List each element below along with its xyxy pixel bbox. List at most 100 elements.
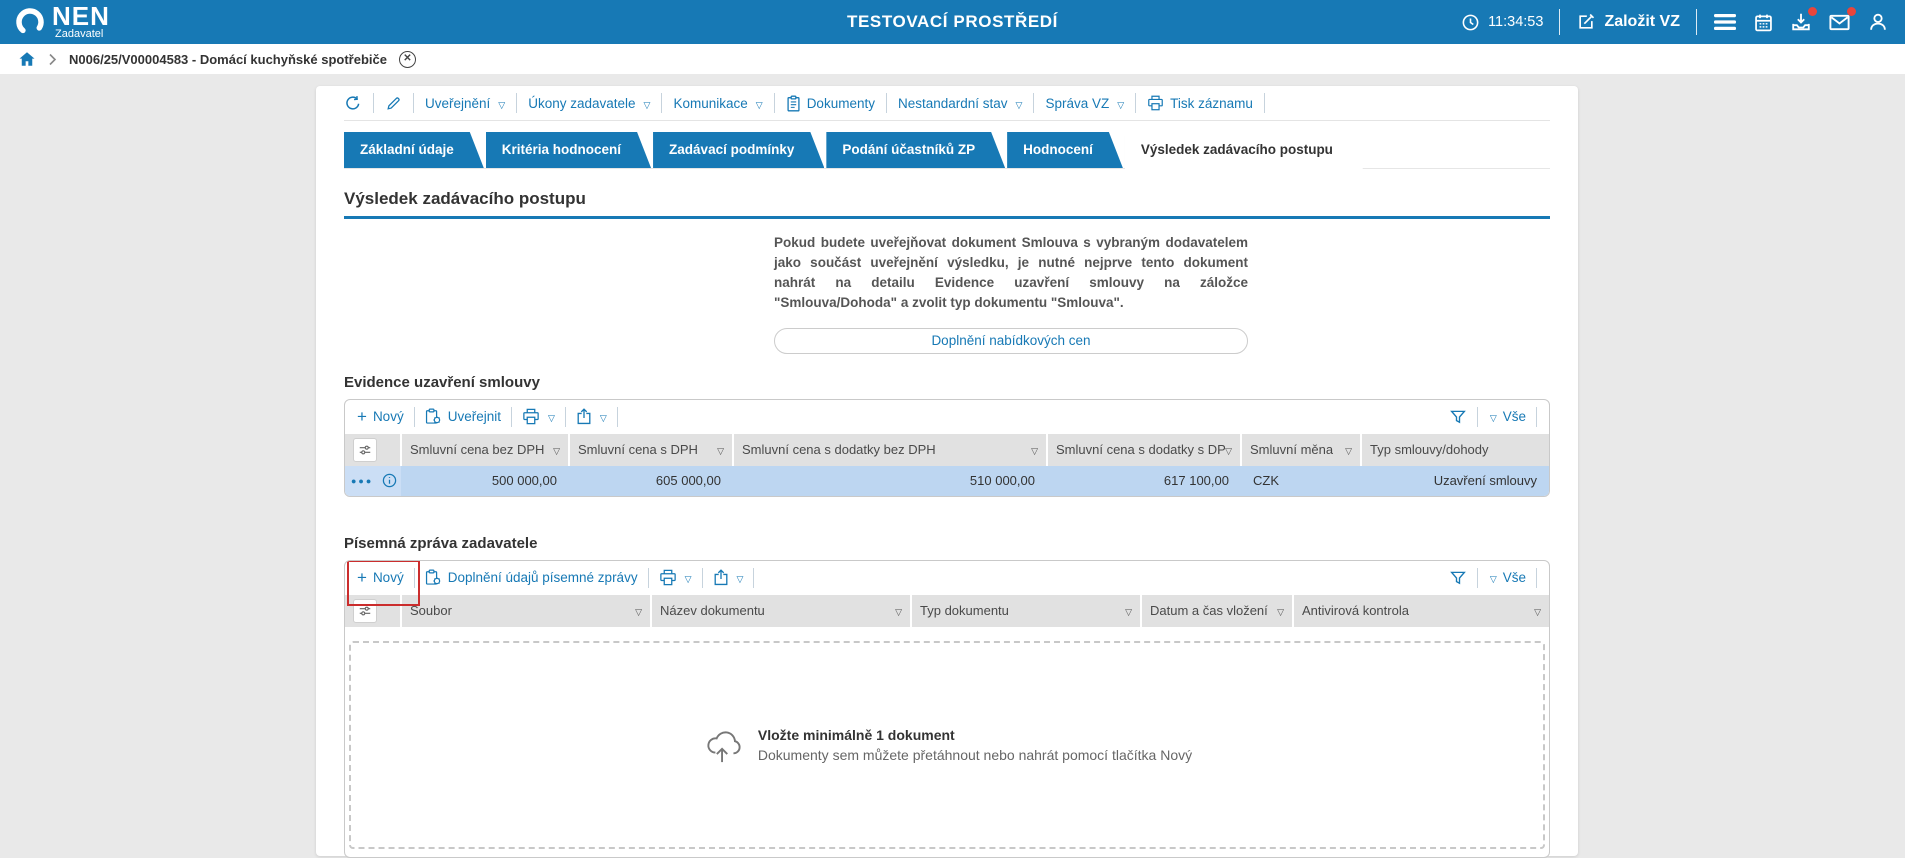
column-header[interactable]: Soubor <box>400 594 651 627</box>
column-header[interactable]: Typ dokumentu <box>910 594 1141 627</box>
toolbar-divider <box>510 406 512 427</box>
share-export-icon <box>576 408 592 425</box>
tab-vysledek-zadavaciho-postupu[interactable]: Výsledek zadávacího postupu <box>1125 132 1363 169</box>
menu-tisk-zaznamu[interactable]: Tisk záznamu <box>1147 95 1253 111</box>
breadcrumb-item[interactable]: N006/25/V00004583 - Domácí kuchyňské spo… <box>69 51 387 67</box>
edit-record-icon[interactable] <box>385 95 402 112</box>
cloud-upload-icon <box>702 726 744 764</box>
contracts-print-button[interactable] <box>522 408 555 425</box>
filter-icon[interactable] <box>1449 408 1467 426</box>
filter-caret-icon[interactable] <box>1031 442 1038 457</box>
chevron-down-icon <box>644 96 651 111</box>
contracts-new-button[interactable]: + Nový <box>357 406 404 426</box>
filter-caret-icon[interactable] <box>635 603 642 618</box>
empty-state-title: Vložte minimálně 1 dokument <box>757 726 955 743</box>
tab-zakladni-udaje[interactable]: Základní údaje <box>344 132 484 168</box>
nen-logo[interactable]: NEN Zadavatel <box>14 1 110 40</box>
table-row[interactable]: ●●● 500 000,00 605 000,00 510 000,00 <box>345 465 1549 496</box>
row-menu-icon[interactable]: ●●● <box>351 475 374 486</box>
toolbar-divider <box>701 567 703 588</box>
filter-caret-icon[interactable] <box>1125 603 1132 618</box>
report-new-button[interactable]: + Nový <box>347 560 420 607</box>
chevron-down-icon <box>1016 96 1023 111</box>
home-icon[interactable] <box>18 50 36 68</box>
content-panel: Uveřejnění Úkony zadavatele Komunikace <box>316 86 1578 858</box>
create-vz-button[interactable]: Založit VZ <box>1576 12 1680 32</box>
menubar-divider <box>1263 93 1265 113</box>
document-icon <box>786 95 801 112</box>
chevron-down-icon <box>756 96 763 111</box>
menubar-divider <box>413 93 414 113</box>
menu-sprava-vz[interactable]: Správa VZ <box>1045 96 1124 111</box>
contracts-publish-button[interactable]: Uveřejnit <box>425 408 501 425</box>
report-fill-data-button[interactable]: Doplnění údajů písemné zprávy <box>425 569 638 586</box>
tab-zadavaci-podminky[interactable]: Zadávací podmínky <box>653 132 824 168</box>
contracts-toolbar: + Nový Uveřejnit <box>345 400 1549 434</box>
report-print-button[interactable] <box>659 569 692 586</box>
downloads-tray-icon[interactable] <box>1790 7 1817 33</box>
column-header[interactable]: Smluvní cena s dodatky bez DPH <box>732 433 1047 466</box>
filter-caret-icon[interactable] <box>717 442 724 457</box>
menu-ukony-zadavatele[interactable]: Úkony zadavatele <box>528 96 650 111</box>
filter-caret-icon[interactable] <box>1277 603 1284 618</box>
notification-badge <box>1847 6 1856 16</box>
menu-dokumenty[interactable]: Dokumenty <box>786 95 875 112</box>
toolbar-divider <box>1536 406 1537 427</box>
menu-uverejneni[interactable]: Uveřejnění <box>425 96 505 111</box>
column-header[interactable]: Smluvní cena bez DPH <box>400 433 569 466</box>
column-settings-icon[interactable] <box>353 437 377 462</box>
column-header[interactable]: Smluvní cena s DPH <box>568 433 733 466</box>
menubar-divider <box>1135 93 1137 113</box>
chevron-down-icon <box>600 409 607 424</box>
calendar-icon[interactable] <box>1753 12 1774 33</box>
printer-icon <box>659 569 677 586</box>
contracts-filter-all[interactable]: Vše <box>1488 409 1526 424</box>
document-drop-zone[interactable]: Vložte minimálně 1 dokument Dokumenty se… <box>349 640 1545 849</box>
contracts-grid-panel: + Nový Uveřejnit <box>344 398 1550 497</box>
filter-icon[interactable] <box>1449 569 1467 587</box>
chevron-down-icon <box>548 409 555 424</box>
menu-komunikace[interactable]: Komunikace <box>673 96 762 111</box>
column-chooser-cell[interactable] <box>345 433 401 466</box>
menu-hamburger-icon[interactable] <box>1713 12 1737 32</box>
filter-caret-icon[interactable] <box>895 603 902 618</box>
menubar-divider <box>373 93 374 113</box>
fill-bid-prices-button[interactable]: Doplnění nabídkových cen <box>774 327 1248 354</box>
contracts-export-button[interactable] <box>576 408 607 425</box>
empty-state: Vložte minimálně 1 dokument Dokumenty se… <box>702 726 1192 764</box>
menu-nestandardni-stav[interactable]: Nestandardní stav <box>898 96 1022 111</box>
user-profile-icon[interactable] <box>1867 11 1889 33</box>
filter-caret-icon[interactable] <box>1225 442 1232 457</box>
filter-caret-icon[interactable] <box>1345 442 1352 457</box>
toolbar-divider <box>1476 406 1478 427</box>
filter-caret-icon[interactable] <box>553 442 560 457</box>
printer-icon <box>522 408 540 425</box>
filter-caret-icon[interactable] <box>1534 603 1541 618</box>
report-export-button[interactable] <box>713 569 744 586</box>
close-tab-icon[interactable]: ✕ <box>398 50 416 68</box>
column-header[interactable]: Typ smlouvy/dohody <box>1360 433 1549 466</box>
tab-podani-ucastniku[interactable]: Podání účastníků ZP <box>826 132 1005 168</box>
column-header[interactable]: Antivirová kontrola <box>1292 594 1549 627</box>
column-settings-icon[interactable] <box>353 598 377 623</box>
tab-kriteria-hodnoceni[interactable]: Kritéria hodnocení <box>486 132 651 168</box>
column-header[interactable]: Smluvní měna <box>1240 433 1361 466</box>
report-section-heading: Písemná zpráva zadavatele <box>344 534 538 552</box>
brand-name: NEN <box>52 1 110 31</box>
report-filter-all[interactable]: Vše <box>1488 570 1526 585</box>
toolbar-divider <box>1536 567 1537 588</box>
tab-hodnoceni[interactable]: Hodnocení <box>1007 132 1123 168</box>
column-chooser-cell[interactable] <box>345 594 401 627</box>
toolbar-divider <box>1476 567 1478 588</box>
column-header[interactable]: Smluvní cena s dodatky s DPH <box>1046 433 1241 466</box>
record-menubar: Uveřejnění Úkony zadavatele Komunikace <box>344 86 1550 121</box>
mail-icon[interactable] <box>1828 6 1856 34</box>
topbar-divider <box>1696 9 1697 35</box>
column-header[interactable]: Název dokumentu <box>650 594 911 627</box>
info-icon[interactable] <box>381 472 398 489</box>
menubar-divider <box>885 93 887 113</box>
report-toolbar: + Nový Doplnění údajů písemné zprávy <box>345 560 1549 607</box>
history-refresh-icon[interactable] <box>344 94 362 112</box>
column-header[interactable]: Datum a čas vložení <box>1140 594 1293 627</box>
